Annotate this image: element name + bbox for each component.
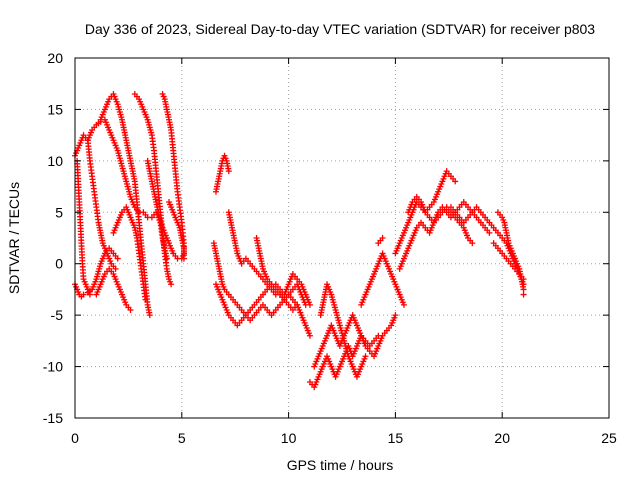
data-point: [163, 255, 170, 262]
series-track-z: [494, 209, 527, 298]
series-track-v: [392, 168, 459, 257]
y-tick-label: 15: [47, 101, 63, 117]
series-track-i: [144, 157, 170, 262]
series-track-t: [358, 250, 407, 308]
grid-lines: [75, 58, 609, 418]
plot-frame: [74, 57, 610, 419]
data-point: [486, 229, 493, 236]
series-track-d: [84, 137, 119, 272]
data-point: [520, 286, 527, 293]
axis-ticks: 0 5 10 15 20 25 -15 -10 -5 0 5 10 15 20: [43, 50, 617, 446]
y-tick-label: 5: [55, 204, 63, 220]
data-point: [294, 301, 301, 308]
series-track-aa: [490, 240, 527, 283]
data-point: [520, 291, 527, 298]
series-track-e: [97, 91, 153, 319]
x-tick-label: 0: [71, 430, 79, 446]
series-track-k: [93, 265, 134, 313]
series-track-s: [317, 281, 369, 380]
data-point: [146, 312, 153, 319]
data-point: [114, 255, 121, 262]
data-point: [362, 353, 369, 360]
chart-title: Day 336 of 2023, Sidereal Day-to-day VTE…: [85, 21, 595, 37]
data-point: [452, 178, 459, 185]
data-point: [392, 312, 399, 319]
data-point: [469, 240, 476, 247]
series-track-b: [74, 157, 93, 298]
x-tick-label: 10: [281, 430, 297, 446]
data-point: [142, 296, 149, 303]
y-tick-label: 20: [47, 50, 63, 66]
series-track-g: [159, 91, 187, 262]
data-point: [168, 281, 175, 288]
x-tick-label: 15: [388, 430, 404, 446]
series-track-l: [212, 152, 232, 195]
y-axis-label: SDTVAR / TECUs: [6, 182, 22, 294]
data-point: [400, 301, 407, 308]
data-point: [306, 332, 313, 339]
data-point: [520, 276, 527, 283]
data-point: [379, 235, 386, 241]
y-tick-label: 10: [47, 153, 63, 169]
data-point: [80, 291, 87, 298]
data-point: [180, 255, 187, 262]
series-track-j: [165, 199, 187, 262]
data-point: [127, 307, 134, 313]
y-tick-label: -10: [43, 359, 63, 375]
x-tick-label: 5: [178, 430, 186, 446]
y-tick-label: -5: [51, 307, 64, 323]
data-point: [112, 265, 119, 272]
series-track-u: [375, 235, 386, 247]
x-tick-label: 20: [494, 430, 510, 446]
data-point: [306, 301, 313, 308]
data-point: [225, 168, 232, 175]
series-track-p: [253, 235, 313, 308]
x-axis-label: GPS time / hours: [287, 457, 394, 473]
y-tick-label: 0: [55, 256, 63, 272]
data-markers: [72, 91, 527, 391]
x-tick-label: 25: [601, 430, 617, 446]
series-track-h: [110, 204, 149, 303]
y-tick-label: -15: [43, 410, 63, 426]
